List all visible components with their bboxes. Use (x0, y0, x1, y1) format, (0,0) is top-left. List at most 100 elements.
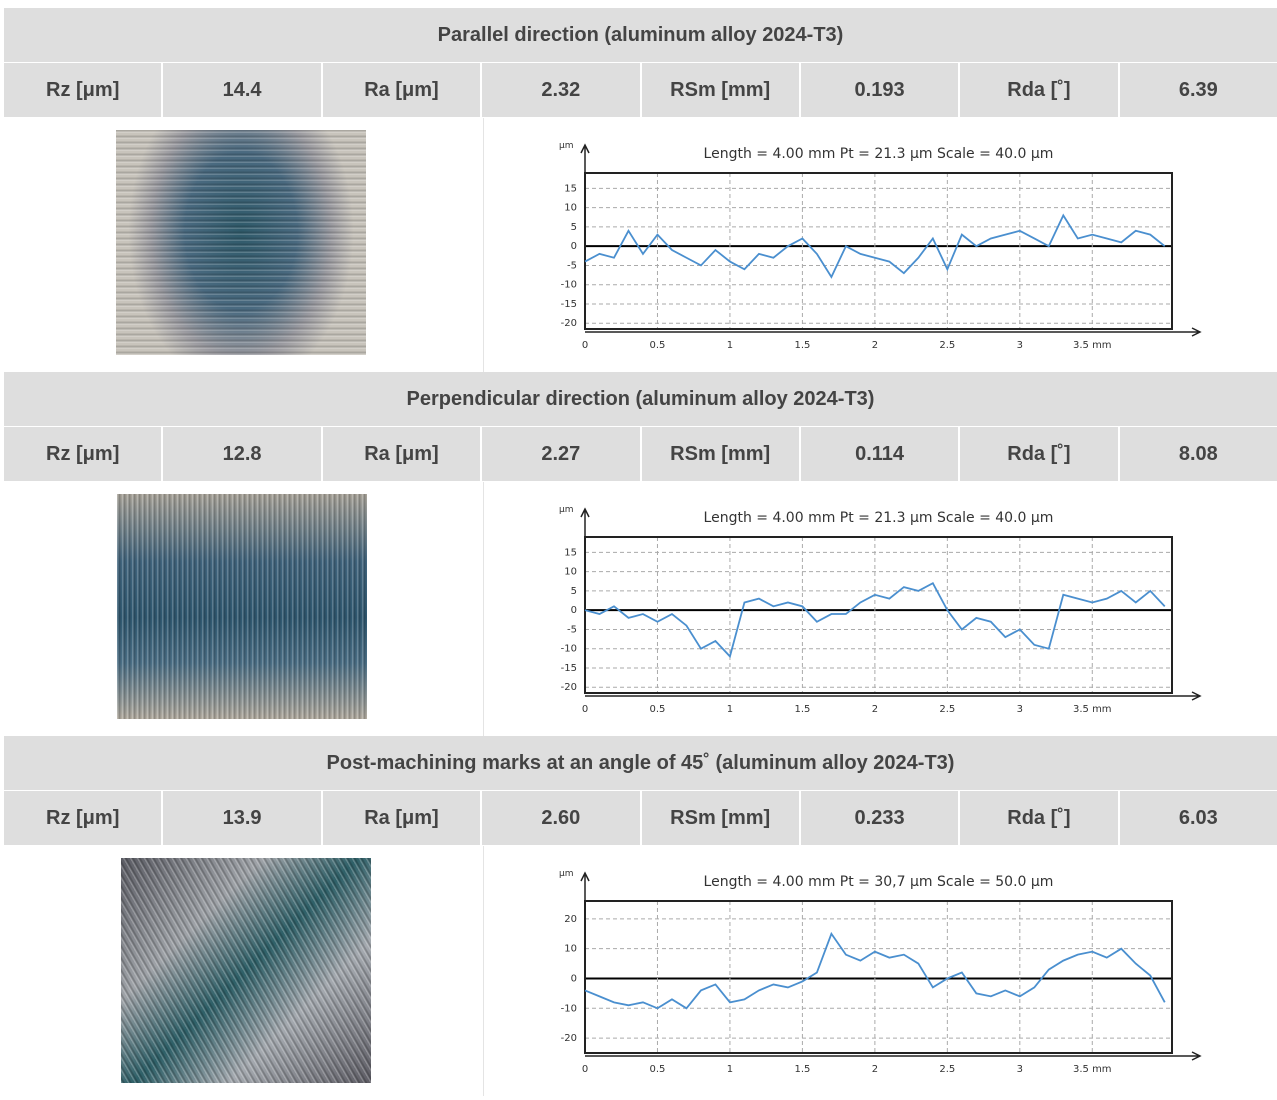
measurement-value: 2.27 (480, 427, 640, 481)
measurement-value: 6.39 (1117, 63, 1277, 117)
y-tick-label: -15 (561, 299, 577, 310)
divider (483, 482, 484, 737)
x-tick-label: 3 (1017, 340, 1023, 351)
x-tick-label: 1.5 (794, 704, 810, 715)
y-tick-label: -20 (561, 682, 577, 693)
measurement-value: 13.9 (161, 791, 321, 845)
measurement-value: 14.4 (161, 63, 321, 117)
measurement-label: RSm [mm] (639, 791, 799, 845)
surface-photo (116, 130, 366, 355)
x-tick-label: 2 (872, 704, 878, 715)
image-row: Length = 4.00 mm Pt = 30,7 μm Scale = 50… (4, 846, 1277, 1096)
measurement-label: Rz [μm] (4, 427, 162, 481)
y-tick-label: -5 (567, 624, 577, 635)
y-tick-label: 0 (571, 241, 577, 252)
x-tick-label: 2.5 (939, 1064, 955, 1075)
y-tick-label: 5 (571, 222, 577, 233)
x-tick-label: 0 (582, 340, 588, 351)
measurement-label: Rda [˚] (958, 791, 1118, 845)
section-title: Parallel direction (aluminum alloy 2024-… (4, 8, 1277, 63)
surface-photo (121, 858, 371, 1083)
measurement-label: Ra [μm] (320, 427, 481, 481)
measurement-label: Ra [μm] (320, 791, 481, 845)
x-tick-label: 2.5 (939, 340, 955, 351)
surface-photo (117, 494, 367, 719)
measurement-label: Rz [μm] (4, 63, 162, 117)
y-tick-label: 20 (564, 914, 577, 925)
section: Post-machining marks at an angle of 45˚ … (0, 736, 1277, 1100)
x-tick-label: 1.5 (794, 1064, 810, 1075)
plot-frame (584, 900, 1173, 1054)
x-tick-label: 0 (582, 704, 588, 715)
axis-arrow (580, 507, 1202, 701)
y-unit: μm (559, 141, 574, 151)
measurement-label: Rda [˚] (958, 63, 1118, 117)
measurement-value: 0.193 (798, 63, 959, 117)
measurement-label: Rz [μm] (4, 791, 162, 845)
image-row: Length = 4.00 mm Pt = 21.3 μm Scale = 40… (4, 482, 1277, 737)
x-tick-label: 2 (872, 340, 878, 351)
x-tick-label: 3.5 mm (1073, 1064, 1112, 1075)
section-title: Perpendicular direction (aluminum alloy … (4, 372, 1277, 427)
profile-chart: Length = 4.00 mm Pt = 21.3 μm Scale = 40… (559, 505, 1202, 715)
x-tick-label: 0.5 (650, 1064, 666, 1075)
y-tick-label: 10 (564, 567, 577, 578)
x-tick-label: 1 (727, 704, 733, 715)
measurement-value: 12.8 (161, 427, 321, 481)
section-title: Post-machining marks at an angle of 45˚ … (4, 736, 1277, 791)
image-row: Length = 4.00 mm Pt = 21.3 μm Scale = 40… (4, 118, 1277, 373)
profile-chart: Length = 4.00 mm Pt = 30,7 μm Scale = 50… (559, 869, 1202, 1075)
y-tick-label: -20 (561, 318, 577, 329)
measurement-value: 0.114 (798, 427, 959, 481)
divider (483, 118, 484, 373)
x-tick-label: 0 (582, 1064, 588, 1075)
x-tick-label: 3 (1017, 704, 1023, 715)
y-tick-label: -20 (561, 1033, 577, 1044)
y-tick-label: -10 (561, 644, 577, 655)
axis-arrow (580, 871, 1202, 1061)
y-unit: μm (559, 505, 574, 515)
chart-title: Length = 4.00 mm Pt = 30,7 μm Scale = 50… (704, 874, 1054, 890)
section: Perpendicular direction (aluminum alloy … (0, 372, 1277, 737)
y-tick-label: -10 (561, 280, 577, 291)
measurement-label: Ra [μm] (320, 63, 481, 117)
y-tick-label: 5 (571, 586, 577, 597)
x-tick-label: 2 (872, 1064, 878, 1075)
x-tick-label: 1.5 (794, 340, 810, 351)
x-tick-label: 3.5 mm (1073, 704, 1112, 715)
measurement-row: Rz [μm] 13.9 Ra [μm] 2.60 RSm [mm] 0.233 Rda [… (4, 791, 1277, 845)
x-tick-label: 1 (727, 340, 733, 351)
chart-title: Length = 4.00 mm Pt = 21.3 μm Scale = 40… (704, 146, 1054, 162)
y-tick-label: -5 (567, 260, 577, 271)
axis-arrow (580, 143, 1202, 337)
measurement-value: 2.60 (480, 791, 640, 845)
measurement-label: RSm [mm] (639, 427, 799, 481)
y-tick-label: 10 (564, 203, 577, 214)
measurement-value: 0.233 (798, 791, 959, 845)
y-tick-label: 0 (571, 605, 577, 616)
x-tick-label: 2.5 (939, 704, 955, 715)
y-tick-label: 15 (564, 547, 577, 558)
x-tick-label: 3 (1017, 1064, 1023, 1075)
x-tick-label: 0.5 (650, 340, 666, 351)
x-tick-label: 0.5 (650, 704, 666, 715)
y-tick-label: -15 (561, 663, 577, 674)
measurement-row: Rz [μm] 12.8 Ra [μm] 2.27 RSm [mm] 0.114 Rda [… (4, 427, 1277, 481)
x-tick-label: 1 (727, 1064, 733, 1075)
profile-line (584, 213, 1166, 279)
x-tick-label: 3.5 mm (1073, 340, 1112, 351)
measurement-label: Rda [˚] (958, 427, 1118, 481)
measurement-value: 6.03 (1117, 791, 1277, 845)
measurement-label: RSm [mm] (639, 63, 799, 117)
y-tick-label: 10 (564, 944, 577, 955)
measurement-value: 8.08 (1117, 427, 1277, 481)
divider (483, 846, 484, 1096)
y-tick-label: 0 (571, 973, 577, 984)
y-unit: μm (559, 869, 574, 879)
section: Parallel direction (aluminum alloy 2024-… (0, 8, 1277, 373)
chart-title: Length = 4.00 mm Pt = 21.3 μm Scale = 40… (704, 510, 1054, 526)
y-tick-label: -10 (561, 1003, 577, 1014)
measurement-value: 2.32 (480, 63, 640, 117)
profile-line (584, 931, 1166, 1010)
